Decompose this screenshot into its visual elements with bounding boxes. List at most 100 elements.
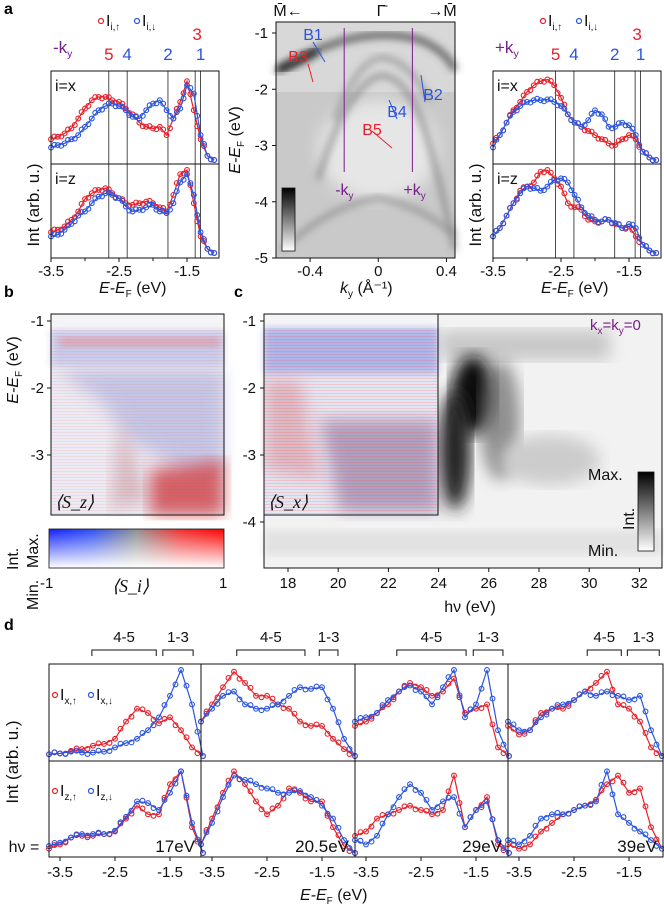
d-20.5eV-x-up-point xyxy=(264,692,270,699)
a-left-I_z-down-point xyxy=(78,209,85,216)
a-left-I_z-down-point xyxy=(61,226,68,233)
d-20.5eV-x-down-point xyxy=(302,686,309,693)
a-left-I_z-down-point xyxy=(133,206,139,213)
b-ytick-label: -1 xyxy=(31,313,44,330)
a-right-I_x-down-point xyxy=(626,122,632,129)
d-39eV-z-up-point xyxy=(604,781,610,788)
d-20.5eV-x-up-point xyxy=(214,694,221,701)
arpes-image xyxy=(274,21,458,259)
a-right-I_x-down-point xyxy=(496,132,503,139)
d-29eV-x-down-point xyxy=(396,688,402,695)
a-left-I_x-up-point xyxy=(143,123,150,130)
d-20.5eV-z-down-point xyxy=(297,788,303,795)
d-39eV-x-down-point xyxy=(582,688,588,695)
d-29eV-z-up-point xyxy=(407,802,413,809)
d-29eV-x-down-point xyxy=(495,727,501,734)
a-left-I_x-up-point xyxy=(61,130,68,137)
arpes-ytick-label: -4 xyxy=(255,194,268,211)
d-39eV-x-down-point xyxy=(587,692,594,699)
a-left-I_x-down-point xyxy=(85,121,92,128)
d-39eV-z-down-point xyxy=(565,810,572,817)
a-right-I_z-down-point xyxy=(571,191,578,198)
a-right-I_z-down-point xyxy=(568,187,575,194)
d-20.5eV-x-down-point xyxy=(247,702,254,708)
a-left-I_x-down-point xyxy=(119,103,126,110)
d-20.5eV-x-up-point xyxy=(280,705,287,711)
d-17eV-x-up-point xyxy=(90,742,96,749)
d-39eV-x-down-point xyxy=(510,721,517,728)
a-left-I_x-down-point xyxy=(204,152,211,159)
a-right-I_x-up-point xyxy=(544,76,551,83)
a-left-I_z-up-point xyxy=(95,186,102,193)
d-29eV-z-down-point xyxy=(385,811,391,818)
band-B1-leader xyxy=(312,41,326,63)
d-29eV-z-up-point xyxy=(418,807,424,813)
d-39eV-z-down-point xyxy=(576,803,583,810)
d-bracket xyxy=(472,649,504,656)
a-right-I_x-down-point xyxy=(592,107,598,114)
a-left-I_x-up-point xyxy=(68,125,75,132)
d-29eV-x-down-point xyxy=(363,714,369,721)
d-20.5eV-x-up-point xyxy=(319,722,325,729)
d-29eV-z-down-point xyxy=(412,787,419,793)
a-left-I_x-down-point xyxy=(99,106,105,113)
d-17eV-z-up-point xyxy=(145,811,151,818)
d-20.5eV-x-down-point xyxy=(253,705,259,712)
d-29eV-z-down-point xyxy=(434,804,441,811)
d-bracket xyxy=(318,649,339,656)
a-left-I_x-up-point xyxy=(173,105,180,112)
a-right-I_z-down-point xyxy=(530,185,537,192)
a-left-I_x-up-point xyxy=(78,109,85,115)
d-29eV-z-up-point xyxy=(379,811,386,818)
d-39eV-x-down-point xyxy=(593,692,599,699)
a-right-I_z-up-point xyxy=(558,183,564,190)
d-17eV-x-up-point xyxy=(139,706,146,713)
d-17eV-z-down-point xyxy=(145,800,151,807)
d-39eV-x-up-point xyxy=(615,701,621,708)
a-left-I_z-down-line xyxy=(50,172,215,254)
d-39eV-z-up-point xyxy=(631,789,638,796)
a-right-I_z-down-point xyxy=(588,213,595,220)
d-hv-label: 39eV xyxy=(617,837,657,856)
d-17eV-z-down-point xyxy=(68,834,74,841)
a-left-I_z-down-point xyxy=(211,250,218,256)
a-right-I_x-up-point xyxy=(588,128,595,135)
d-20.5eV-z-up-point xyxy=(330,824,336,831)
d-17eV-x-down-point xyxy=(117,740,124,747)
d-29eV-x-up-point xyxy=(445,680,452,687)
a-left-I_x-up-point xyxy=(150,125,156,132)
a-left-I_x-down-point xyxy=(61,140,68,147)
a-left-I_z-down-point xyxy=(95,193,102,200)
a-right-I_x-down-point xyxy=(520,99,527,106)
a-right-I_z-down-point xyxy=(513,196,520,203)
d-bracket-label-4-5: 4-5 xyxy=(421,629,443,646)
a-right-xtick-label: -1.5 xyxy=(616,263,642,280)
d-29eV-z-down-point xyxy=(423,796,430,803)
cb-int-label: Int. xyxy=(5,548,22,570)
d-17eV-z-down-point xyxy=(95,829,102,836)
a-right-I_z-down-point xyxy=(626,221,632,227)
d-29eV-z-up-point xyxy=(412,806,419,813)
band-B1-label: B1 xyxy=(303,27,323,44)
d-17eV-z-up-point xyxy=(150,812,157,819)
band-B2-label: B2 xyxy=(423,87,443,104)
d-bracket-label-1-3: 1-3 xyxy=(318,629,340,646)
d-20.5eV-x-down-point xyxy=(335,719,342,726)
d-39eV-z-up-point xyxy=(532,833,539,840)
a-right-xtick-label: -2.5 xyxy=(548,263,574,280)
a-right-I_x-up-point xyxy=(592,132,598,139)
d-29eV-x-down-point xyxy=(456,692,463,699)
a-left-I_z-down-point xyxy=(65,222,71,229)
d-39eV-x-up-point xyxy=(587,685,594,692)
d-bracket-label-4-5: 4-5 xyxy=(113,629,135,646)
panel-label-d: d xyxy=(4,617,14,634)
a-left-I_z-down-point xyxy=(167,206,173,213)
d-20.5eV-x-down-point xyxy=(313,683,320,690)
a-left-subpanel-label: i=z xyxy=(55,171,76,188)
d-17eV-x-up-point xyxy=(194,750,201,757)
d-20.5eV-x-down-point xyxy=(346,745,353,752)
d-39eV-x-down-point xyxy=(659,753,664,759)
d-39eV-x-up-point xyxy=(642,730,649,736)
a-left-I_z-down-point xyxy=(201,236,207,243)
